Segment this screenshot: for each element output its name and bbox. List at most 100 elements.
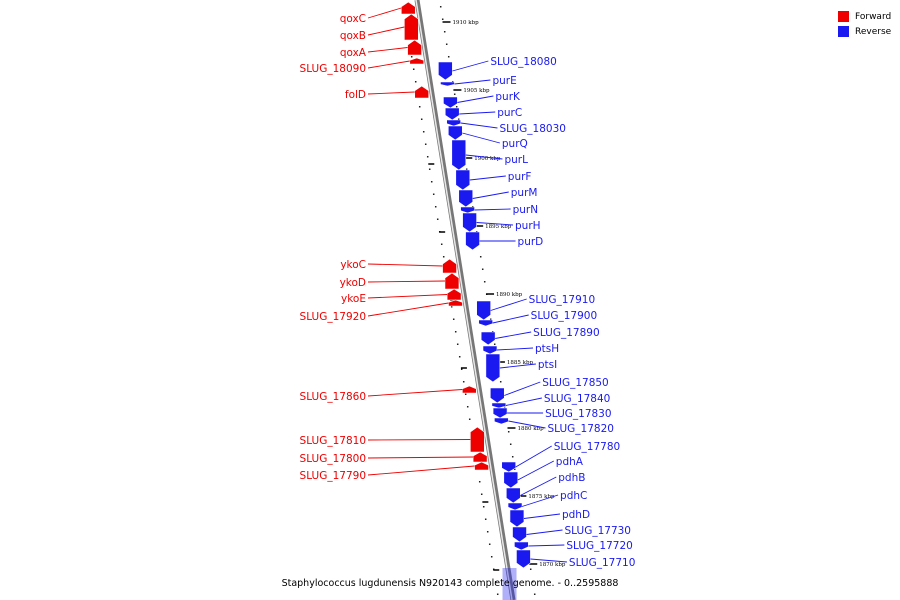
- gene-label-reverse: SLUG_17850: [542, 377, 608, 389]
- gene-leader-line: [523, 513, 561, 519]
- kbp-tick-label: 1905 kbp: [463, 88, 490, 94]
- gene-arrow: [507, 502, 523, 511]
- gene-arrow: [451, 139, 467, 171]
- gene-label-forward: ykoD: [340, 277, 366, 289]
- scale-dot: [499, 381, 502, 383]
- scale-dot: [455, 106, 458, 108]
- gene-arrow: [480, 331, 496, 346]
- gene-leader-line: [505, 397, 542, 406]
- scale-dot: [443, 31, 446, 33]
- gene-label-reverse: ptsH: [535, 343, 559, 355]
- gene-label-reverse: purK: [495, 91, 521, 103]
- legend: Forward Reverse: [838, 9, 891, 39]
- scale-dot: [458, 356, 461, 358]
- scale-dot: [478, 481, 481, 483]
- gene-label-reverse: purD: [518, 236, 544, 248]
- gene-leader-line: [367, 91, 415, 95]
- gene-leader-line: [454, 79, 491, 85]
- scale-dot: [496, 593, 499, 595]
- scale-dot: [422, 131, 425, 133]
- scale-dot: [457, 118, 460, 120]
- gene-arrow: [462, 212, 477, 233]
- gene-leader-line: [469, 175, 506, 181]
- gene-leader-line: [492, 314, 529, 324]
- gene-label-forward: SLUG_18090: [300, 63, 366, 75]
- scale-dot: [489, 318, 492, 320]
- gene-arrow: [476, 300, 491, 321]
- scale-dot: [484, 518, 487, 520]
- scale-dot: [529, 568, 532, 570]
- scale-dot: [509, 443, 512, 445]
- gene-leader-line: [367, 280, 445, 283]
- gene-arrow: [492, 407, 508, 419]
- kbp-tick-label: 1880 kbp: [517, 426, 544, 432]
- gene-leader-line: [521, 494, 559, 507]
- gene-leader-line: [499, 363, 536, 369]
- scale-dot: [445, 43, 448, 45]
- backbone-line: [414, 0, 516, 600]
- scale-dot: [410, 56, 413, 58]
- scale-dot: [462, 381, 465, 383]
- gene-arrow: [446, 288, 462, 301]
- gene-arrow: [494, 417, 509, 425]
- gene-arrow: [455, 169, 471, 191]
- gene-leader-line: [452, 60, 489, 72]
- gene-arrow: [444, 272, 460, 290]
- gene-arrow: [516, 549, 531, 569]
- gene-label-forward: ykoC: [340, 259, 366, 271]
- scale-dot: [436, 218, 439, 220]
- scale-dot: [439, 6, 442, 8]
- kbp-tick-label: 1910 kbp: [453, 20, 480, 26]
- scale-dot: [420, 118, 423, 120]
- reverse-swatch: [838, 26, 849, 37]
- gene-arrow: [448, 299, 463, 307]
- scale-dot: [488, 543, 491, 545]
- kbp-tick-label: 1890 kbp: [496, 292, 523, 298]
- gene-arrow: [446, 119, 461, 127]
- scale-dot: [494, 581, 497, 583]
- forward-genes: qoxC qoxB qoxA SLUG_18090 folD ykoC ykoD ykoE SL…: [300, 1, 489, 482]
- gene-arrow: [400, 1, 416, 15]
- gene-label-reverse: SLUG_17730: [565, 525, 631, 537]
- gene-leader-line: [528, 544, 565, 547]
- gene-arrow: [442, 258, 457, 274]
- legend-forward-label: Forward: [855, 11, 892, 22]
- kbp-tick-label: 1885 kbp: [507, 360, 534, 366]
- gene-label-reverse: SLUG_17840: [544, 393, 610, 405]
- scale-dot: [479, 256, 482, 258]
- scale-dot: [447, 56, 450, 58]
- gene-label-reverse: SLUG_17910: [529, 294, 595, 306]
- gene-arrow: [474, 461, 489, 471]
- gene-leader-line: [367, 7, 402, 19]
- gene-leader-line: [367, 47, 408, 53]
- scale-dot: [430, 181, 433, 183]
- gene-arrow: [501, 461, 517, 473]
- backbone-highlight: [415, 0, 513, 600]
- scale-dot: [432, 193, 435, 195]
- gene-arrow: [470, 426, 485, 453]
- gene-arrow: [485, 353, 501, 383]
- gene-label-reverse: purC: [497, 107, 522, 119]
- gene-leader-line: [367, 465, 475, 476]
- kbp-tick-label: 1900 kbp: [474, 156, 501, 162]
- gene-label-reverse: purM: [511, 187, 538, 199]
- scale-dot: [511, 456, 514, 458]
- gene-label-reverse: SLUG_17720: [566, 540, 632, 552]
- gene-label-reverse: purH: [515, 220, 541, 232]
- gene-label-forward: SLUG_17810: [300, 435, 366, 447]
- scale-dot: [454, 331, 457, 333]
- scale-dot: [434, 206, 437, 208]
- scale-dot: [450, 306, 453, 308]
- scale-dot: [490, 556, 493, 558]
- gene-arrow: [491, 402, 507, 409]
- gene-leader-line: [367, 26, 405, 36]
- gene-arrow: [462, 385, 477, 394]
- scale-dot: [428, 168, 431, 170]
- gene-label-reverse: SLUG_17900: [531, 310, 597, 322]
- gene-arrow: [443, 96, 458, 109]
- scale-dot: [414, 81, 417, 83]
- gene-leader-line: [462, 132, 500, 144]
- gene-label-reverse: purQ: [502, 138, 528, 150]
- gene-leader-line: [472, 191, 509, 199]
